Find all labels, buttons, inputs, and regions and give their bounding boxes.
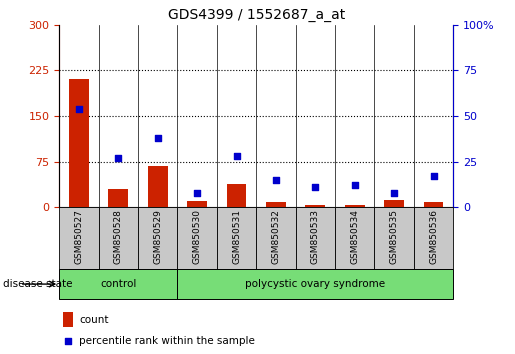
Bar xyxy=(335,207,374,269)
Bar xyxy=(266,202,286,207)
Bar xyxy=(59,207,99,269)
Text: count: count xyxy=(79,315,109,325)
Bar xyxy=(256,207,296,269)
Bar xyxy=(177,269,453,299)
Point xyxy=(272,177,280,183)
Point xyxy=(311,184,319,190)
Text: GSM850534: GSM850534 xyxy=(350,209,359,264)
Bar xyxy=(187,201,207,207)
Title: GDS4399 / 1552687_a_at: GDS4399 / 1552687_a_at xyxy=(167,8,345,22)
Text: GSM850527: GSM850527 xyxy=(75,209,83,264)
Bar xyxy=(138,207,177,269)
Bar xyxy=(296,207,335,269)
Text: percentile rank within the sample: percentile rank within the sample xyxy=(79,336,255,346)
Bar xyxy=(59,269,177,299)
Text: GSM850536: GSM850536 xyxy=(429,209,438,264)
Text: GSM850530: GSM850530 xyxy=(193,209,201,264)
Bar xyxy=(148,166,167,207)
Bar xyxy=(99,207,138,269)
Bar xyxy=(384,200,404,207)
Text: GSM850532: GSM850532 xyxy=(271,209,280,264)
Point xyxy=(114,155,123,161)
Text: polycystic ovary syndrome: polycystic ovary syndrome xyxy=(245,279,385,289)
Bar xyxy=(217,207,256,269)
Point xyxy=(193,190,201,195)
Point xyxy=(75,106,83,112)
Text: control: control xyxy=(100,279,136,289)
Bar xyxy=(305,205,325,207)
Point xyxy=(232,153,241,159)
Point xyxy=(64,338,73,344)
Text: GSM850528: GSM850528 xyxy=(114,209,123,264)
Bar xyxy=(227,184,246,207)
Text: GSM850529: GSM850529 xyxy=(153,209,162,264)
Text: GSM850531: GSM850531 xyxy=(232,209,241,264)
Bar xyxy=(374,207,414,269)
Point xyxy=(153,135,162,141)
Text: disease state: disease state xyxy=(3,279,72,289)
Point xyxy=(351,182,359,188)
Bar xyxy=(414,207,453,269)
Text: GSM850533: GSM850533 xyxy=(311,209,320,264)
Point xyxy=(390,190,398,195)
Point xyxy=(430,173,438,179)
Bar xyxy=(109,189,128,207)
Text: GSM850535: GSM850535 xyxy=(390,209,399,264)
Bar xyxy=(63,312,73,327)
Bar xyxy=(424,202,443,207)
Bar xyxy=(177,207,217,269)
Bar xyxy=(69,80,89,207)
Bar xyxy=(345,205,365,207)
